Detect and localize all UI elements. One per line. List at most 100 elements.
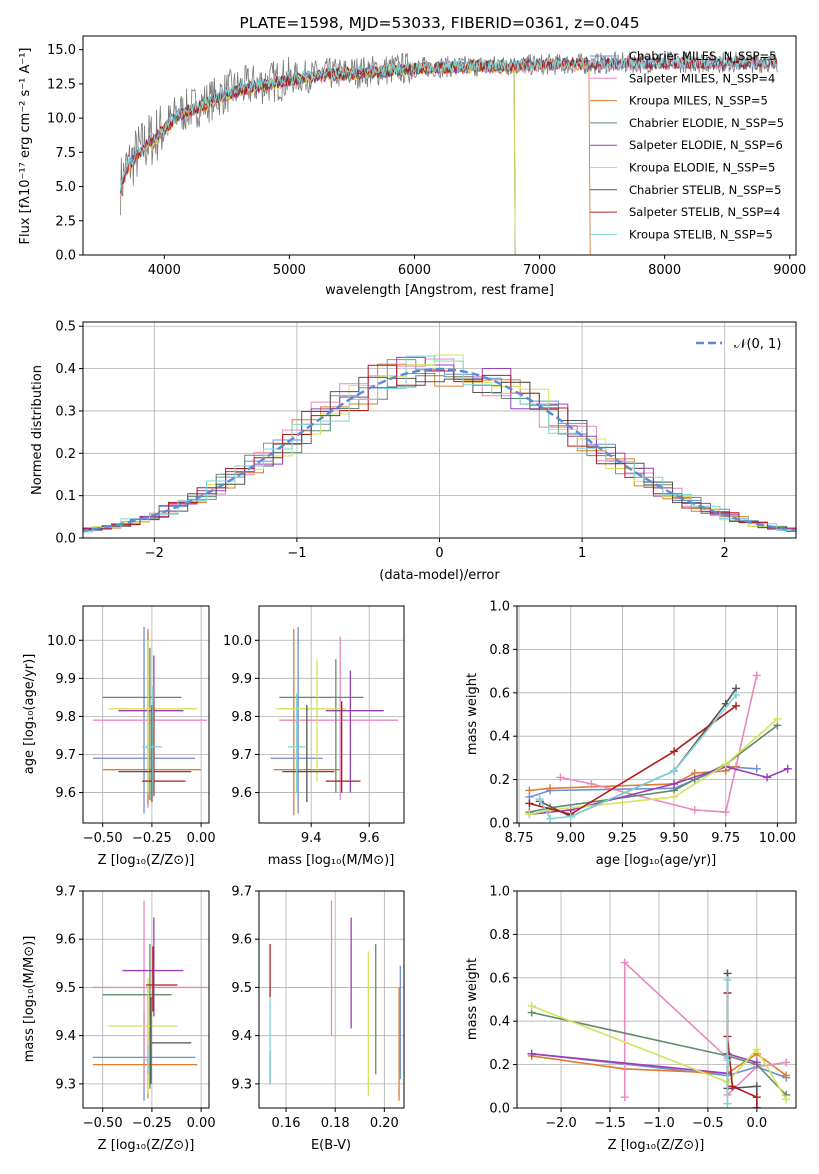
y-tick-label: 9.6 xyxy=(55,786,76,801)
mass-weight-marker xyxy=(723,976,731,984)
x-tick-label: 0.16 xyxy=(272,1116,301,1131)
legend-label: Kroupa STELIB, N_SSP=5 xyxy=(629,227,773,241)
y-tick-label: 0.0 xyxy=(55,249,76,264)
x-tick-label: −0.25 xyxy=(132,831,172,846)
y-tick-label: 12.5 xyxy=(47,77,76,92)
error-bar-point xyxy=(144,1045,150,1074)
mass-weight-line xyxy=(540,689,736,817)
normal-legend-label: 𝒩(0, 1) xyxy=(734,337,781,352)
y-tick-label: 9.5 xyxy=(231,981,252,996)
x-tick-label: −0.25 xyxy=(132,1116,172,1131)
x-tick-label: 1 xyxy=(578,546,586,561)
mass-weight-marker xyxy=(528,1002,536,1010)
mass-weight-marker xyxy=(556,773,564,781)
y-tick-label: 0.4 xyxy=(489,1015,510,1030)
age-mass-axes-frame xyxy=(259,606,404,823)
y-tick-label: 0.5 xyxy=(55,320,76,335)
y-tick-label: 0.2 xyxy=(55,447,76,462)
age-metallicity-xlabel: Z [log₁₀(Z/Z⊙)] xyxy=(98,853,195,868)
y-tick-label: 0.2 xyxy=(489,773,510,788)
weight-age-ylabel: mass weight xyxy=(465,673,480,755)
y-tick-label: 0.0 xyxy=(489,817,510,832)
error-bar-point xyxy=(118,705,191,802)
spectrum-ylabel: Flux [fλ10⁻¹⁷ erg cm⁻² s⁻¹ A⁻¹] xyxy=(18,48,33,245)
x-tick-label: 9.50 xyxy=(660,831,689,846)
y-tick-label: 0.8 xyxy=(489,643,510,658)
weight-metallicity-xlabel: Z [log₁₀(Z/Z⊙)] xyxy=(608,1138,705,1153)
y-tick-label: 9.7 xyxy=(55,885,76,900)
x-tick-label: 6000 xyxy=(398,263,431,278)
age-mass-grid xyxy=(259,606,404,823)
y-tick-label: 9.8 xyxy=(231,710,252,725)
mass-metallicity-ylabel: mass [log₁₀(M/M⊙)] xyxy=(22,936,37,1063)
x-tick-label: 10.00 xyxy=(759,831,796,846)
x-tick-label: 9.25 xyxy=(608,831,637,846)
residual-xlabel: (data-model)/error xyxy=(379,568,500,583)
age-mass-plot-area xyxy=(271,627,399,815)
y-tick-label: 9.4 xyxy=(55,1029,76,1044)
x-tick-label: −1.5 xyxy=(594,1116,626,1131)
x-tick-label: −1 xyxy=(287,546,306,561)
legend-label: Kroupa MILES, N_SSP=5 xyxy=(629,94,768,108)
x-tick-label: −1.0 xyxy=(643,1116,675,1131)
mass-extinction-xlabel: E(B-V) xyxy=(311,1138,351,1153)
age-metallicity-axes-frame xyxy=(83,606,209,823)
y-tick-label: 0.0 xyxy=(489,1102,510,1117)
y-tick-label: 9.6 xyxy=(231,933,252,948)
legend-label: Salpeter ELODIE, N_SSP=6 xyxy=(629,138,783,152)
weight-metallicity-axes-frame xyxy=(517,891,796,1108)
mass-weight-marker xyxy=(546,815,554,823)
y-tick-label: 10.0 xyxy=(47,112,76,127)
mass-weight-marker xyxy=(763,773,771,781)
mass-weight-line xyxy=(560,675,756,812)
y-tick-label: 15.0 xyxy=(47,43,76,58)
error-bar-point xyxy=(103,944,172,1089)
x-tick-label: 9000 xyxy=(773,263,806,278)
x-tick-label: −0.5 xyxy=(692,1116,724,1131)
weight-age-xlabel: age [log₁₀(age/yr)] xyxy=(596,853,717,868)
y-tick-label: 1.0 xyxy=(489,885,510,900)
mass-weight-marker xyxy=(753,1082,761,1090)
y-tick-label: 9.7 xyxy=(231,748,252,763)
mass-metallicity-plot-area xyxy=(93,901,207,1101)
x-tick-label: 9.00 xyxy=(556,831,585,846)
age-metallicity-ylabel: age [log₁₀(age/yr)] xyxy=(22,654,37,775)
x-tick-label: −0.50 xyxy=(83,1116,123,1131)
x-tick-label: 8.75 xyxy=(505,831,534,846)
mass-weight-line xyxy=(529,706,736,815)
y-tick-label: 9.3 xyxy=(55,1077,76,1092)
residual-grid xyxy=(83,322,796,538)
x-tick-label: 9.4 xyxy=(301,831,322,846)
residual-legend: 𝒩(0, 1) xyxy=(696,337,781,352)
mass-weight-marker xyxy=(723,1100,731,1108)
mass-weight-marker xyxy=(784,765,792,773)
residual-plot-area xyxy=(45,355,819,534)
y-tick-label: 9.7 xyxy=(55,748,76,763)
x-tick-label: −0.50 xyxy=(83,831,123,846)
mass-metallicity-xlabel: Z [log₁₀(Z/Z⊙)] xyxy=(98,1138,195,1153)
error-bar-point xyxy=(151,997,191,1084)
error-bar-point xyxy=(326,671,384,793)
y-tick-label: 5.0 xyxy=(55,180,76,195)
y-tick-label: 0.4 xyxy=(55,362,76,377)
y-tick-label: 2.5 xyxy=(55,214,76,229)
y-tick-label: 0.6 xyxy=(489,686,510,701)
y-tick-label: 0.2 xyxy=(489,1058,510,1073)
age-mass-xlabel: mass [log₁₀(M/M⊙)] xyxy=(268,853,395,868)
x-tick-label: −2 xyxy=(145,546,164,561)
legend-label: Kroupa ELODIE, N_SSP=5 xyxy=(629,161,775,175)
mass-weight-marker xyxy=(691,806,699,814)
mass-weight-marker xyxy=(525,786,533,794)
y-tick-label: 9.6 xyxy=(55,933,76,948)
x-tick-label: 0.18 xyxy=(321,1116,350,1131)
